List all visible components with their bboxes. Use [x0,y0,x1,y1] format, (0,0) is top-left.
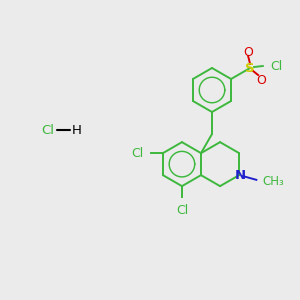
Text: O: O [243,46,253,59]
Text: H: H [72,124,82,136]
Text: O: O [256,74,266,86]
Text: Cl: Cl [176,204,188,217]
Text: Cl: Cl [270,59,282,73]
Text: Cl: Cl [41,124,55,136]
Text: S: S [245,61,255,74]
Text: N: N [235,169,246,182]
Text: CH₃: CH₃ [262,175,284,188]
Text: Cl: Cl [131,147,143,160]
